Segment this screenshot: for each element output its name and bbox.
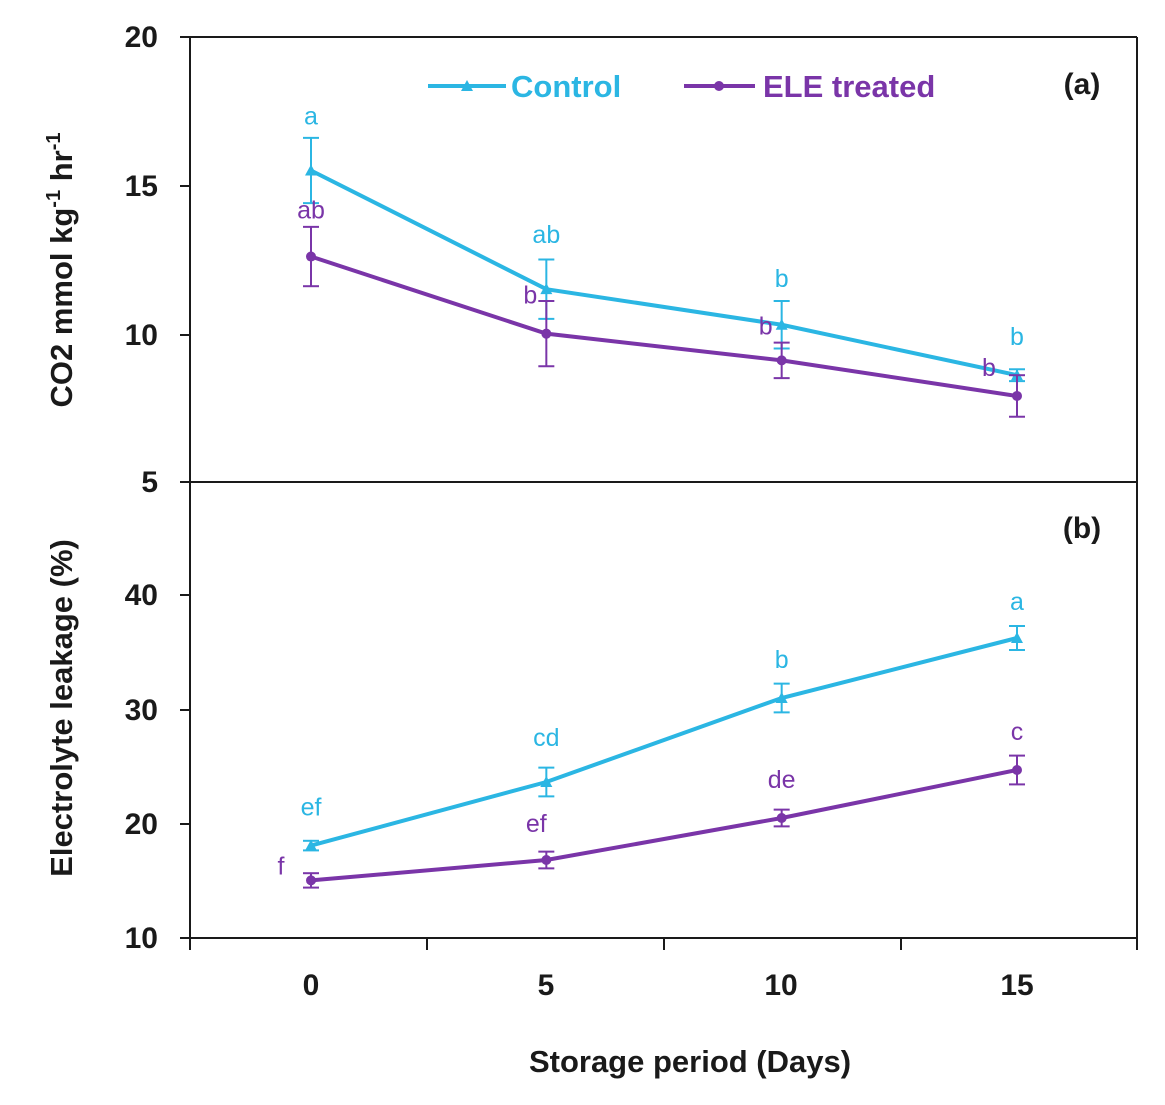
treated-point-marker	[541, 328, 552, 339]
treated-point-marker	[306, 251, 316, 262]
significance-letter: ab	[297, 197, 325, 225]
x-tick-label: 0	[303, 969, 320, 1002]
significance-letter: ab	[532, 221, 560, 249]
control-point-marker	[540, 283, 553, 295]
x-tick-label: 10	[764, 969, 797, 1002]
treated-point-marker	[776, 813, 787, 823]
control-series-line-b	[310, 636, 1018, 848]
significance-letter: b	[775, 265, 789, 293]
significance-letter: ef	[301, 794, 322, 822]
y-tick-label: 5	[141, 466, 158, 499]
control-point-marker	[305, 164, 317, 176]
treated-series-line-b	[310, 768, 1018, 883]
significance-letter: b	[982, 354, 996, 382]
significance-letter: de	[768, 766, 796, 794]
y-axis-title-a-sup1: -1	[43, 190, 65, 208]
control-point-marker	[775, 692, 788, 703]
y-tick-label: 40	[125, 579, 158, 612]
y-tick-label: 15	[125, 170, 158, 203]
treated-point-marker	[776, 355, 787, 366]
panel-label-b: (b)	[1063, 512, 1101, 545]
y-ticks-a	[180, 36, 190, 483]
legend-control-label: Control	[511, 69, 621, 104]
y-axis-title-b: Electrolyte leakage (%)	[44, 539, 79, 877]
axes-frame	[189, 36, 1138, 939]
control-point-marker	[540, 776, 553, 787]
legend-treated-label: ELE treated	[763, 69, 935, 104]
treated-point-marker	[1012, 390, 1022, 401]
y-tick-label: 20	[125, 808, 158, 841]
legend: Control ELE treated	[428, 69, 935, 104]
panel-label-a: (a)	[1064, 68, 1101, 101]
control-series-line-a	[310, 168, 1018, 378]
significance-letter: f	[278, 852, 285, 880]
treated-point-marker	[306, 875, 316, 886]
control-point-marker	[775, 318, 788, 330]
y-tick-label: 30	[125, 694, 158, 727]
significance-letter: c	[1011, 718, 1024, 746]
y-axis-title-a-sup2: -1	[43, 132, 65, 150]
significance-letter: b	[759, 312, 773, 340]
treated-point-marker	[1012, 765, 1022, 775]
y-axis-title-a-mid: hr	[44, 150, 79, 190]
y-ticks-b	[180, 594, 190, 939]
x-tick-label: 5	[538, 969, 555, 1002]
legend-treated-marker	[714, 81, 724, 91]
significance-letter: a	[304, 103, 318, 131]
control-point-marker	[1011, 632, 1023, 643]
significance-letter: b	[775, 646, 789, 674]
legend-control-marker	[461, 80, 473, 91]
x-axis-title: Storage period (Days)	[529, 1044, 851, 1079]
significance-letter: b	[523, 282, 537, 310]
significance-letter: ef	[526, 810, 547, 838]
significance-letter: a	[1010, 588, 1024, 616]
x-ticks	[189, 938, 1138, 950]
y-tick-label: 10	[125, 922, 158, 955]
treated-series-line-a	[310, 254, 1018, 398]
y-tick-label: 20	[125, 21, 158, 54]
y-tick-label: 10	[125, 319, 158, 352]
x-tick-label: 15	[1000, 969, 1033, 1002]
y-axis-title-a: CO2 mmol kg-1 hr-1	[43, 132, 79, 407]
significance-letter: cd	[533, 724, 559, 752]
significance-letter: b	[1010, 323, 1024, 351]
y-axis-title-a-main: CO2 mmol kg	[44, 208, 79, 408]
treated-point-marker	[541, 855, 552, 865]
control-point-marker	[305, 839, 317, 851]
